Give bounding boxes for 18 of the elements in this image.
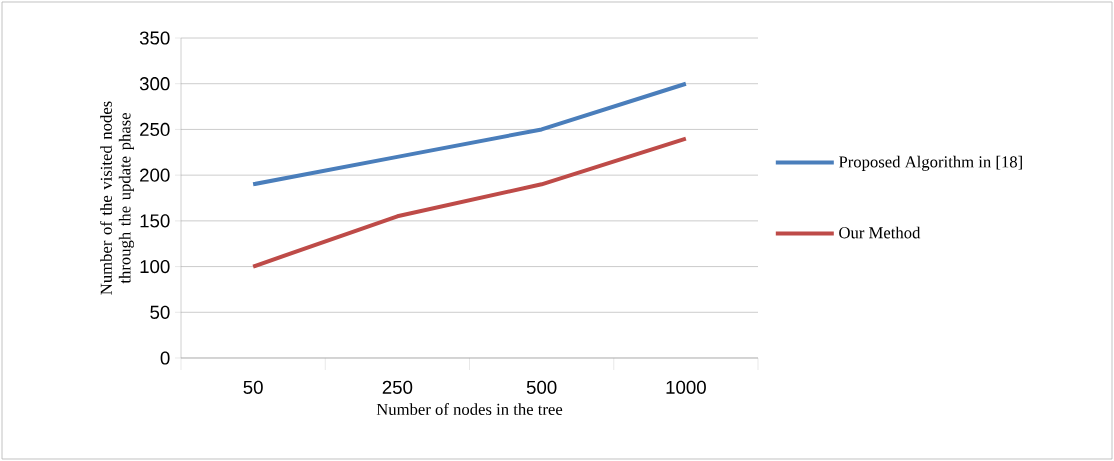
y-tick-label: 150 bbox=[140, 214, 170, 228]
y-tick-label: 350 bbox=[139, 31, 170, 45]
y-tick-label: 300 bbox=[139, 77, 170, 91]
x-tick-label: 250 bbox=[382, 380, 413, 394]
line-series bbox=[251, 136, 688, 269]
x-tick-label: 1000 bbox=[666, 380, 706, 394]
legend-label: Our Method bbox=[839, 226, 921, 239]
x-axis-title: Number of nodes in the tree bbox=[376, 403, 563, 415]
y-tick-label: 200 bbox=[140, 168, 170, 182]
x-tick-label: 50 bbox=[243, 380, 263, 394]
y-tick-label: 100 bbox=[140, 259, 170, 274]
y-tick-label: 50 bbox=[150, 305, 170, 319]
y-axis-title: Number of the visited nodes through the update phase bbox=[100, 101, 134, 295]
y-tick-label: 0 bbox=[160, 351, 170, 365]
line-series bbox=[251, 81, 688, 187]
x-tick-label: 500 bbox=[526, 380, 557, 394]
legend-label: Proposed Algorithm in [18] bbox=[838, 155, 1022, 171]
y-tick-label: 250 bbox=[140, 122, 170, 137]
